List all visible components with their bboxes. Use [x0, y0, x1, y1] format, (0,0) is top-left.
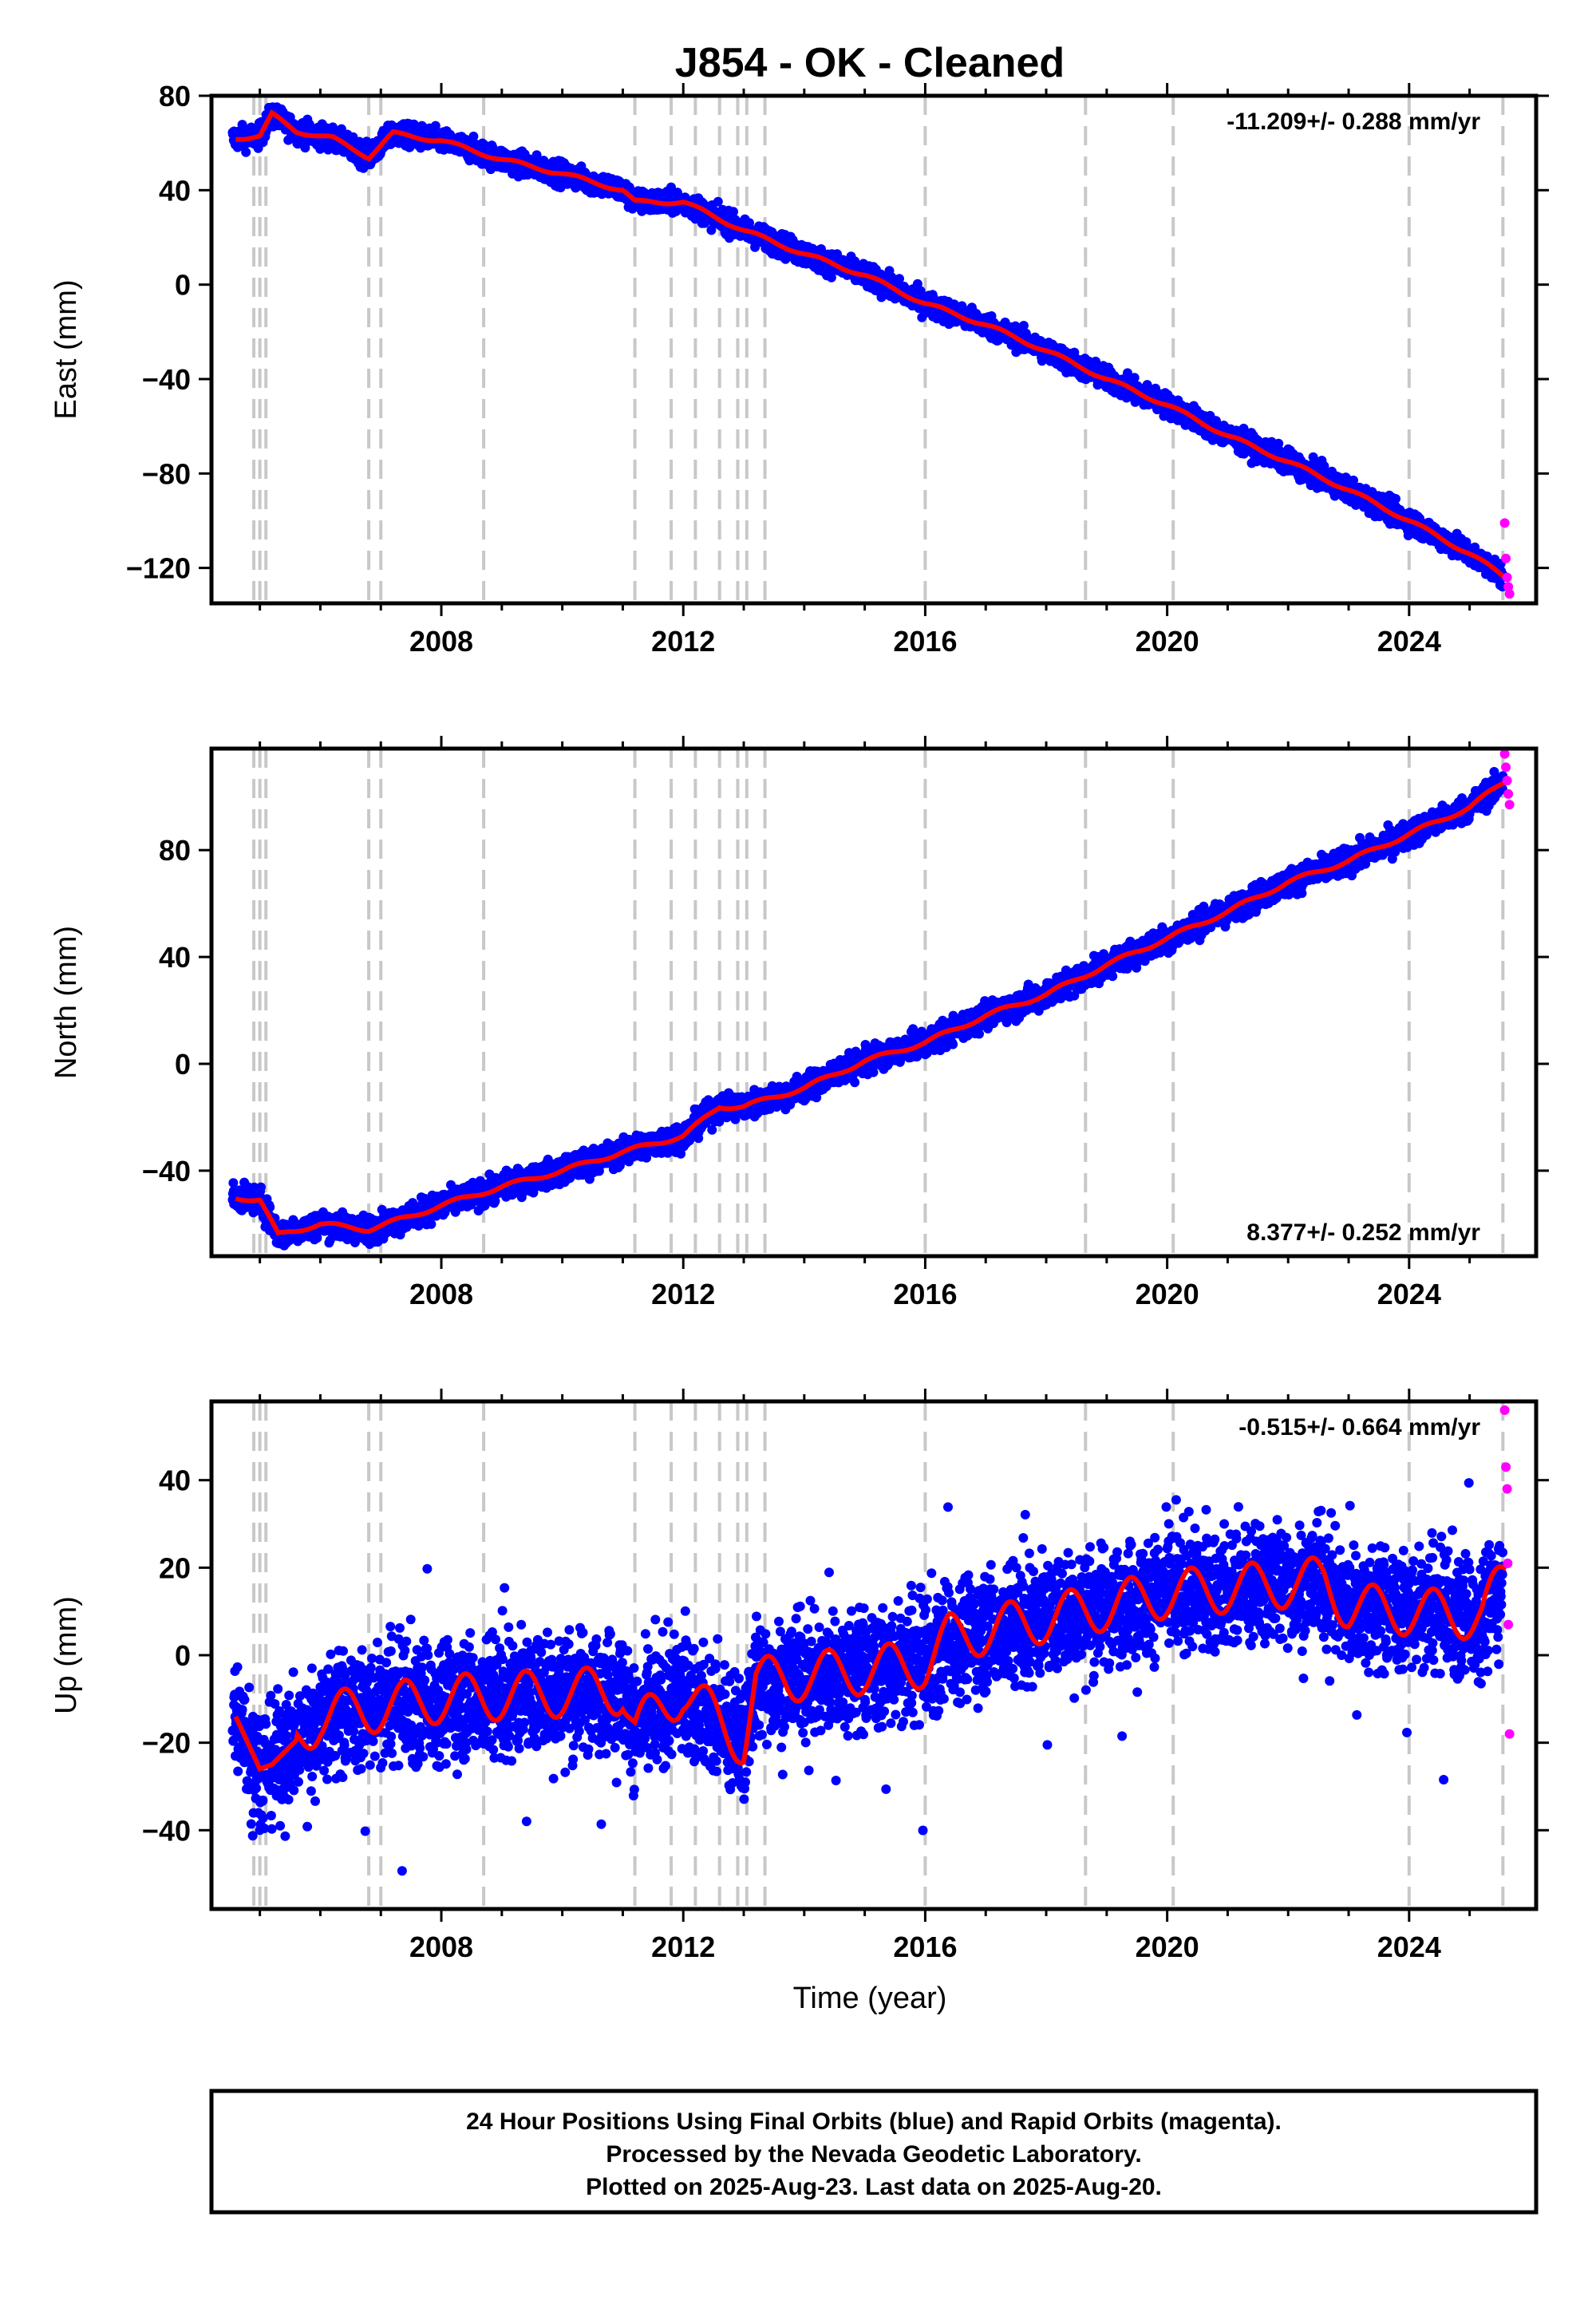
rate-annotation: -11.209+/- 0.288 mm/yr [1227, 109, 1480, 135]
final-orbit-point [468, 131, 479, 141]
rapid-orbit-point [1499, 518, 1510, 528]
y-tick-label: 40 [159, 174, 191, 207]
model-fit-line [235, 109, 1508, 581]
rapid-orbit-point [1504, 589, 1515, 599]
final-orbit-point [426, 1219, 437, 1229]
panel-frame [209, 93, 1539, 606]
final-orbit-point [826, 272, 836, 283]
final-orbit-point [700, 218, 710, 228]
y-tick-label: −40 [142, 363, 191, 396]
plot-area [227, 749, 1508, 1256]
y-tick-label: 0 [175, 269, 191, 302]
final-orbit-point [1129, 373, 1140, 383]
final-orbit-point [256, 1182, 266, 1192]
final-orbit-point [531, 150, 542, 160]
x-tick-label: 2024 [1377, 625, 1441, 658]
final-orbit-point [729, 207, 738, 217]
plot-area [227, 96, 1508, 603]
y-tick-label: −80 [142, 457, 191, 490]
rapid-orbit-point [1502, 572, 1512, 583]
east-panel: 2008 2012 2016 2020 2024 80 40 0 −40 −80 −120 East … [49, 80, 1549, 658]
final-orbit-point [1123, 368, 1132, 378]
y-tick-label: −120 [126, 552, 191, 585]
rapid-orbit-point [1501, 553, 1511, 563]
x-tick-label: 2020 [1136, 625, 1199, 658]
final-orbit-point [895, 274, 904, 284]
final-orbit-point [666, 182, 676, 192]
x-tick-label: 2012 [651, 625, 715, 658]
final-orbit-point [713, 196, 723, 207]
y-tick-label: 80 [159, 80, 191, 113]
x-tick-label: 2016 [893, 625, 957, 658]
final-orbit-point [241, 147, 251, 157]
chart-title: J854 - OK - Cleaned [675, 40, 1065, 86]
final-orbit-point [1018, 321, 1029, 330]
x-tick-label: 2008 [409, 625, 473, 658]
y-axis-label: East (mm) [49, 279, 83, 419]
